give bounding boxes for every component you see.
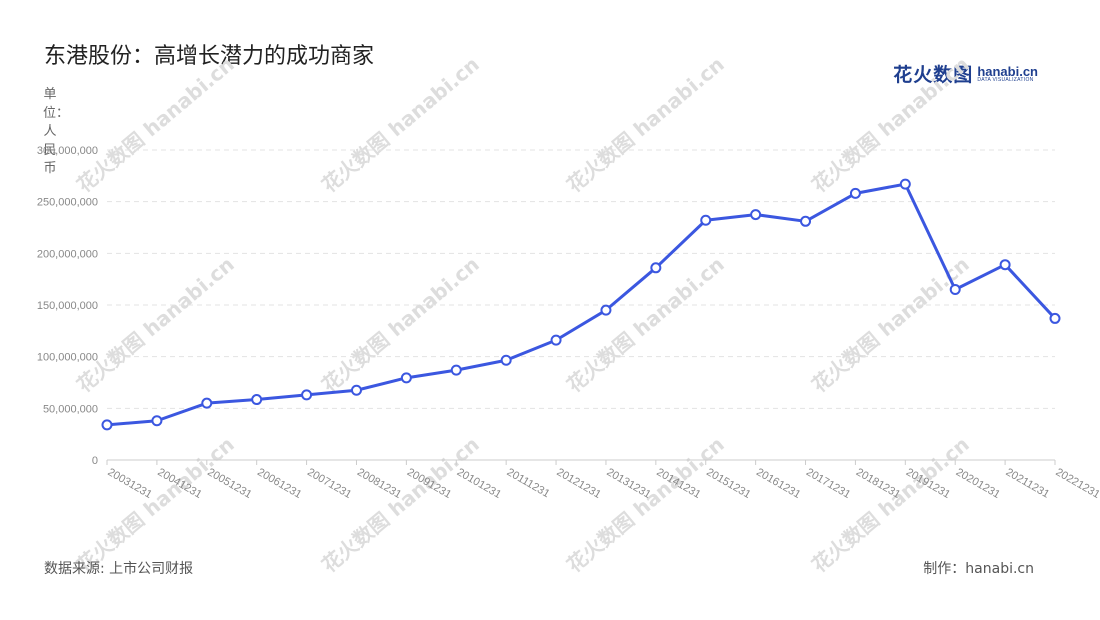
data-point xyxy=(450,364,462,376)
y-tick-label: 200,000,000 xyxy=(37,248,98,260)
y-tick-label: 300,000,000 xyxy=(37,145,98,157)
watermark-text: 花火数图 hanabi.cn xyxy=(72,252,239,397)
watermark-text: 花火数图 hanabi.cn xyxy=(562,52,729,197)
y-tick-label: 50,000,000 xyxy=(43,403,98,415)
watermark-text: 花火数图 hanabi.cn xyxy=(72,432,239,577)
x-tick-label: 20171231 xyxy=(804,466,852,501)
y-tick-label: 150,000,000 xyxy=(37,300,98,312)
x-tick-label: 20201231 xyxy=(954,466,1002,501)
watermark-text: 花火数图 hanabi.cn xyxy=(72,52,239,197)
y-tick-label: 0 xyxy=(92,455,98,467)
data-point xyxy=(750,209,762,221)
x-tick-label: 20051231 xyxy=(205,466,253,501)
watermark-text: 花火数图 hanabi.cn xyxy=(807,52,974,197)
grid-lines xyxy=(107,149,1055,409)
watermark-text: 花火数图 hanabi.cn xyxy=(562,432,729,577)
x-tick-label: 20101231 xyxy=(455,466,503,501)
data-point xyxy=(949,284,961,295)
watermark-layer: 花火数图 hanabi.cn 花火数图 hanabi.cn 花火数图 hanabi.… xyxy=(72,52,974,577)
data-point xyxy=(650,262,662,274)
data-point xyxy=(1049,312,1061,324)
chart-title: 东港股份：高增长潜力的成功商家 xyxy=(44,44,375,69)
data-point xyxy=(350,384,362,396)
x-tick-label: 20031231 xyxy=(106,466,154,501)
data-point xyxy=(800,215,812,227)
x-tick-label: 20071231 xyxy=(305,466,353,501)
watermark-text: 花火数图 hanabi.cn xyxy=(317,52,484,197)
data-point xyxy=(999,259,1011,271)
data-point xyxy=(899,178,911,190)
data-point xyxy=(400,372,412,384)
brand-logo: 花火数图 hanabi.cn DATA VISUALIZATION xyxy=(893,60,1038,87)
logo-en-block: hanabi.cn DATA VISUALIZATION xyxy=(977,65,1038,83)
x-tick-label: 20221231 xyxy=(1054,466,1100,501)
logo-en-text: hanabi.cn xyxy=(977,63,1038,79)
x-tick-label: 20161231 xyxy=(754,466,802,501)
logo-cn-text: 花火数图 xyxy=(893,64,974,86)
data-point xyxy=(700,214,712,226)
y-tick-label: 250,000,000 xyxy=(37,197,98,209)
x-tick-label: 20131231 xyxy=(604,466,652,501)
x-tick-label: 20211231 xyxy=(1004,466,1052,500)
data-point xyxy=(500,354,512,366)
data-point xyxy=(101,419,113,431)
watermark-text: 花火数图 hanabi.cn xyxy=(562,252,729,397)
watermark-text: 花火数图 hanabi.cn xyxy=(317,252,484,397)
y-axis-ticks: 0 50,000,000 100,000,000 150,000,000 200,000… xyxy=(37,145,98,467)
data-point xyxy=(550,334,562,346)
watermark-text: 花火数图 hanabi.cn xyxy=(807,432,974,577)
data-point xyxy=(600,304,612,316)
x-tick-label: 20121231 xyxy=(555,466,603,501)
data-point xyxy=(201,397,213,409)
credit-text: 制作：hanabi.cn xyxy=(923,561,1034,577)
x-tick-label: 20151231 xyxy=(704,466,752,501)
x-tick-label: 20111231 xyxy=(505,466,552,500)
x-tick-label: 20061231 xyxy=(255,466,303,501)
x-tick-label: 20081231 xyxy=(355,466,403,501)
data-source: 数据来源: 上市公司财报 xyxy=(44,561,194,577)
series-line-path xyxy=(106,182,1057,427)
data-point xyxy=(151,415,163,427)
data-point xyxy=(849,187,861,199)
watermark-text: 花火数图 hanabi.cn xyxy=(317,432,484,577)
data-point xyxy=(301,389,313,401)
series-line xyxy=(106,182,1057,427)
data-point xyxy=(251,394,263,406)
x-tick-label: 20181231 xyxy=(854,466,902,501)
series-points xyxy=(101,178,1061,431)
y-tick-label: 100,000,000 xyxy=(37,352,98,364)
logo-tagline: DATA VISUALIZATION xyxy=(977,76,1034,83)
